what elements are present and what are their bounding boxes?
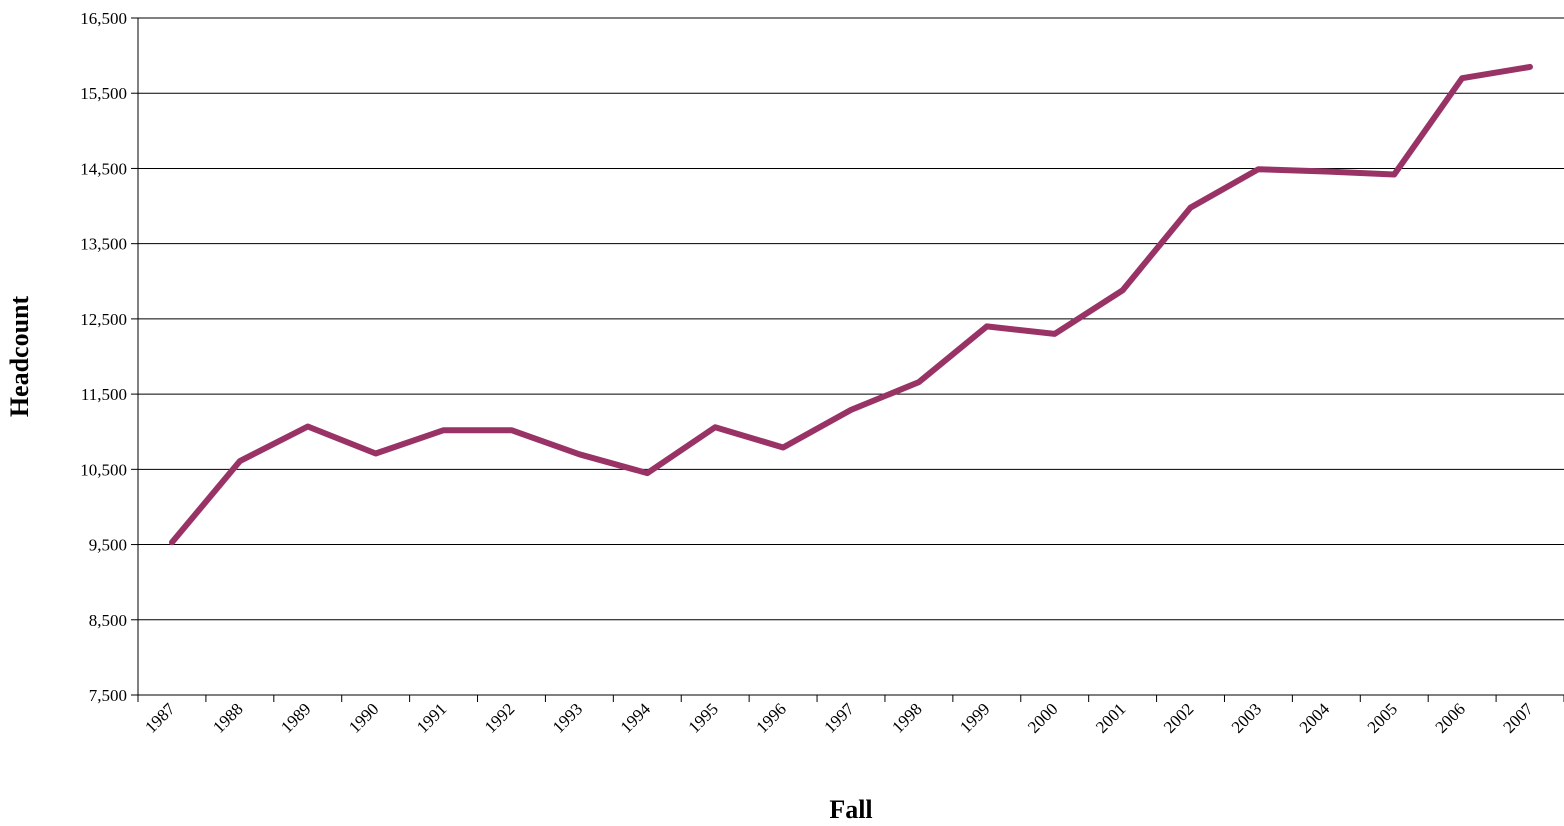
data-point — [1257, 168, 1259, 170]
data-point — [1190, 207, 1192, 209]
data-point — [782, 447, 784, 449]
x-axis-ticks: 1987 1988 1989 1990 1991 1992 1993 1994 1995 1996… — [137, 695, 1564, 737]
x-tick-label: 1990 — [345, 699, 382, 736]
y-tick-label: 9,500 — [89, 536, 127, 555]
x-tick-label: 2005 — [1364, 699, 1401, 736]
y-tick-label: 11,500 — [81, 385, 127, 404]
x-tick-label: 1992 — [481, 699, 518, 736]
x-tick-label: 1994 — [617, 699, 655, 737]
x-tick-label: 1996 — [752, 699, 789, 736]
y-tick-label: 14,500 — [80, 159, 127, 178]
y-tick-label: 8,500 — [89, 611, 127, 630]
x-tick-label: 1988 — [209, 699, 246, 736]
x-tick-label: 2004 — [1296, 699, 1334, 737]
y-axis-ticks: 7,500 8,500 9,500 10,500 11,500 12,500 13,500 1… — [80, 9, 138, 705]
data-point — [1325, 170, 1327, 172]
x-tick-label: 2006 — [1431, 699, 1468, 736]
y-tick-label: 10,500 — [80, 460, 127, 479]
x-tick-label: 2003 — [1228, 699, 1265, 736]
x-tick-label: 1998 — [888, 699, 925, 736]
x-tick-label: 1999 — [956, 699, 993, 736]
x-tick-label: 2000 — [1024, 699, 1061, 736]
data-point — [307, 425, 309, 427]
data-point — [986, 325, 988, 327]
data-point — [375, 453, 377, 455]
series-line — [169, 63, 1533, 546]
x-tick-label: 1989 — [277, 699, 314, 736]
data-point — [171, 541, 173, 543]
data-point — [239, 460, 241, 462]
y-tick-label: 16,500 — [80, 9, 127, 28]
data-point — [1529, 66, 1531, 68]
data-point — [510, 429, 512, 431]
x-tick-label: 2001 — [1092, 699, 1129, 736]
data-point — [714, 426, 716, 428]
x-tick-label: 1993 — [549, 699, 586, 736]
data-point — [1054, 333, 1056, 335]
axes — [137, 18, 1564, 696]
y-tick-label: 7,500 — [89, 686, 127, 705]
y-axis-title: Headcount — [5, 295, 34, 417]
series — [169, 63, 1533, 546]
data-point — [646, 472, 648, 474]
x-tick-label: 2007 — [1499, 699, 1537, 737]
data-point — [578, 453, 580, 455]
data-point — [918, 381, 920, 383]
x-tick-label: 1991 — [413, 699, 450, 736]
gridlines — [138, 17, 1564, 621]
data-point — [443, 429, 445, 431]
data-point — [1461, 77, 1463, 79]
data-point — [1122, 289, 1124, 291]
x-tick-label: 1995 — [685, 699, 722, 736]
x-tick-label: 1987 — [141, 699, 179, 737]
data-point — [1393, 173, 1395, 175]
x-tick-label: 1997 — [820, 699, 858, 737]
y-tick-label: 13,500 — [80, 235, 127, 254]
y-tick-label: 15,500 — [80, 84, 127, 103]
data-point — [850, 409, 852, 411]
x-tick-label: 2002 — [1160, 699, 1197, 736]
x-axis-title: Fall — [829, 795, 872, 824]
y-tick-label: 12,500 — [80, 310, 127, 329]
